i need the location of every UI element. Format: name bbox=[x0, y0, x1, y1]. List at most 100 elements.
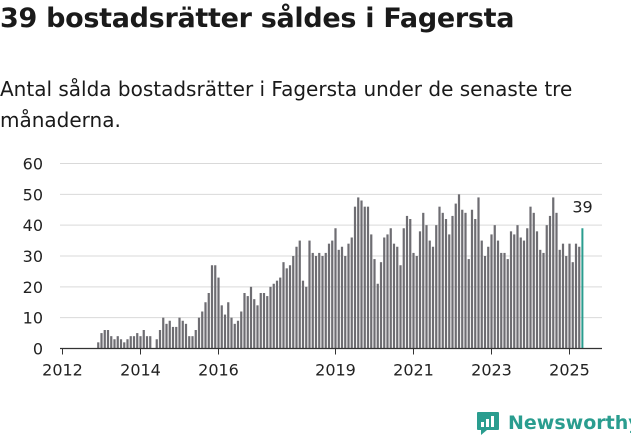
bar bbox=[373, 259, 376, 349]
bar bbox=[279, 277, 282, 349]
bar bbox=[197, 317, 201, 349]
bar bbox=[149, 336, 152, 349]
bar bbox=[266, 296, 269, 349]
newsworthy-logo-icon bbox=[477, 412, 499, 435]
bar bbox=[249, 286, 253, 349]
bar bbox=[370, 234, 373, 349]
bar bbox=[327, 243, 331, 349]
bar-latest bbox=[581, 228, 584, 349]
bar bbox=[188, 336, 191, 349]
bar bbox=[461, 209, 464, 349]
bar bbox=[311, 252, 314, 349]
x-tick-label: 2019 bbox=[315, 361, 356, 380]
y-tick-label: 40 bbox=[23, 216, 43, 235]
bar bbox=[470, 209, 474, 349]
last-value-label: 39 bbox=[572, 197, 592, 216]
chart-subtitle: Antal sålda bostadsrätter i Fagersta und… bbox=[0, 77, 573, 132]
bar bbox=[418, 231, 422, 349]
bar bbox=[532, 212, 535, 349]
chart-title: 39 bostadsrätter såldes i Fagersta bbox=[0, 3, 515, 34]
bar bbox=[441, 212, 444, 349]
bar bbox=[97, 342, 100, 349]
bar bbox=[412, 252, 415, 349]
bar bbox=[535, 231, 539, 349]
bar bbox=[272, 283, 275, 349]
bar bbox=[344, 256, 347, 349]
bar bbox=[454, 203, 457, 349]
bar bbox=[526, 228, 529, 349]
bar bbox=[474, 219, 477, 349]
bar bbox=[113, 339, 116, 349]
bar bbox=[379, 262, 383, 349]
bar bbox=[305, 286, 308, 349]
bar bbox=[285, 268, 288, 349]
bar bbox=[568, 243, 571, 349]
bar bbox=[331, 240, 334, 349]
bar bbox=[233, 323, 236, 349]
bar bbox=[448, 234, 451, 349]
bar bbox=[360, 200, 363, 349]
bar bbox=[103, 330, 106, 349]
x-tick-label: 2014 bbox=[120, 361, 161, 380]
bar bbox=[295, 246, 298, 349]
bar bbox=[552, 197, 555, 349]
bar bbox=[428, 240, 431, 349]
newsworthy-brand: Newsworthy bbox=[475, 408, 631, 438]
bar bbox=[181, 320, 184, 349]
x-tick-label: 2012 bbox=[42, 361, 83, 380]
bars bbox=[97, 194, 584, 349]
bar bbox=[493, 225, 496, 349]
bar bbox=[539, 249, 542, 349]
bar bbox=[464, 212, 467, 349]
bar bbox=[451, 215, 454, 349]
bar bbox=[487, 246, 490, 349]
bar bbox=[256, 305, 259, 349]
y-axis-ticks: 0 10 20 30 40 50 60 bbox=[23, 155, 43, 359]
bar bbox=[353, 206, 357, 349]
bar bbox=[422, 212, 425, 349]
bar bbox=[243, 293, 246, 349]
bar bbox=[357, 197, 360, 349]
bar bbox=[132, 336, 136, 349]
bar bbox=[282, 262, 285, 349]
bar bbox=[548, 215, 552, 349]
bar bbox=[253, 299, 256, 349]
bar bbox=[334, 228, 337, 349]
bar bbox=[217, 277, 220, 349]
bar bbox=[308, 240, 311, 349]
bar bbox=[392, 243, 396, 349]
bar bbox=[292, 256, 295, 349]
bar bbox=[236, 320, 240, 349]
bar bbox=[230, 317, 233, 349]
bar bbox=[383, 237, 386, 349]
bar bbox=[100, 333, 103, 349]
bar bbox=[126, 339, 129, 349]
bar bbox=[545, 225, 548, 349]
bar bbox=[262, 293, 266, 349]
bar bbox=[409, 219, 412, 349]
bar bbox=[363, 206, 366, 349]
bar bbox=[425, 225, 428, 349]
bar bbox=[490, 234, 493, 349]
bar bbox=[340, 246, 344, 349]
bar bbox=[347, 243, 350, 349]
y-tick-label: 30 bbox=[23, 247, 43, 266]
bar bbox=[155, 339, 158, 349]
bar bbox=[210, 265, 214, 349]
x-tick-label: 2016 bbox=[198, 361, 239, 380]
bar bbox=[366, 206, 370, 349]
brand-label: Newsworthy bbox=[508, 412, 631, 434]
bar bbox=[314, 256, 318, 349]
bar bbox=[480, 240, 483, 349]
bar bbox=[223, 314, 227, 349]
bar bbox=[522, 240, 526, 349]
bar bbox=[201, 311, 204, 349]
bar bbox=[500, 252, 503, 349]
bar bbox=[542, 252, 545, 349]
bar bbox=[110, 336, 113, 349]
bar bbox=[168, 320, 171, 349]
bar bbox=[321, 256, 324, 349]
bar bbox=[259, 293, 262, 349]
bar bbox=[246, 296, 249, 349]
